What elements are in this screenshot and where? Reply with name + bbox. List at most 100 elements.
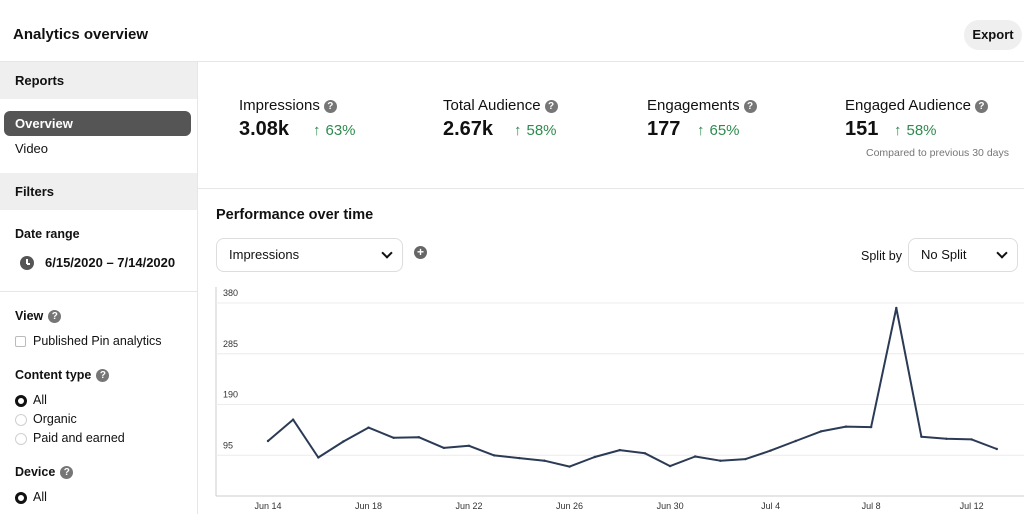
data-point (417, 436, 420, 439)
divider (0, 291, 197, 292)
content-type-label: Content type? (15, 368, 110, 383)
radio[interactable] (15, 414, 27, 426)
metric-change: ↑ 58% (894, 122, 937, 139)
data-point (719, 459, 722, 462)
section-title: Performance over time (216, 207, 374, 223)
metric-change-value: 65% (709, 122, 740, 139)
x-tick-label: Jul 4 (761, 501, 780, 511)
data-point (543, 459, 546, 462)
data-point (266, 439, 270, 443)
radio-label: Organic (33, 412, 77, 426)
data-point (869, 425, 873, 429)
metric-label-text: Engaged Audience (845, 97, 971, 114)
metric-label: Total Audience? (443, 97, 558, 114)
export-button[interactable]: Export (964, 20, 1022, 50)
metric-change-value: 58% (906, 122, 937, 139)
data-point (342, 440, 345, 443)
question-circle-icon[interactable]: ? (60, 466, 74, 480)
device-label-text: Device (15, 465, 56, 479)
radio-label: Paid and earned (33, 431, 125, 445)
metric-value: 3.08k (239, 118, 290, 140)
data-point (895, 306, 898, 310)
clock-icon (20, 256, 34, 270)
data-point (568, 465, 571, 468)
device-label: Device? (15, 465, 74, 480)
checkbox[interactable] (15, 336, 26, 347)
data-point (970, 438, 973, 441)
data-point (995, 447, 998, 451)
metric-label-text: Engagements (647, 97, 740, 114)
metric-change-value: 63% (325, 122, 356, 139)
data-point (668, 464, 672, 468)
radio[interactable] (15, 433, 27, 445)
split-select[interactable]: No Split (908, 238, 1018, 272)
date-range-label: Date range (15, 227, 80, 241)
x-tick-label: Jul 12 (960, 501, 984, 511)
y-tick-label: 285 (223, 339, 238, 349)
plus-circle-icon[interactable]: + (414, 246, 427, 259)
question-circle-icon[interactable]: ? (96, 369, 110, 383)
data-point (794, 439, 797, 443)
data-point (769, 449, 772, 452)
question-circle-icon[interactable]: ? (974, 100, 988, 113)
data-point (317, 456, 320, 459)
data-point (367, 426, 370, 429)
page-title: Analytics overview (13, 26, 149, 43)
radio-selected[interactable] (15, 395, 27, 407)
metric-impressions: Impressions? 3.08k ↑ 63% (239, 97, 356, 140)
data-point (844, 425, 848, 428)
x-tick-label: Jul 8 (862, 501, 881, 511)
question-circle-icon[interactable]: ? (544, 100, 558, 113)
data-point (518, 456, 521, 460)
divider (198, 188, 1024, 189)
y-tick-label: 190 (223, 390, 238, 400)
data-point (618, 448, 621, 452)
series-line (267, 307, 998, 468)
data-point (593, 455, 596, 459)
metric-label: Engagements? (647, 97, 757, 114)
radio-selected[interactable] (15, 492, 27, 504)
arrow-up-icon: ↑ (697, 122, 705, 139)
date-range-value: 6/15/2020 – 7/14/2020 (45, 255, 176, 270)
metric-value: 177 (647, 118, 681, 140)
view-label-text: View (15, 309, 44, 323)
split-by-label: Split by (861, 249, 902, 263)
metric-value: 2.67k (443, 118, 494, 140)
data-point (694, 455, 697, 458)
reports-heading: Reports (0, 62, 197, 99)
data-point (744, 457, 747, 461)
x-tick-label: Jun 18 (355, 501, 382, 511)
content-type-label-text: Content type (15, 368, 92, 382)
data-point (643, 452, 647, 455)
metric-value: 151 (845, 118, 879, 140)
question-circle-icon[interactable]: ? (743, 100, 757, 113)
metric-select[interactable]: Impressions (216, 238, 403, 272)
x-tick-label: Jun 26 (556, 501, 583, 511)
question-circle-icon[interactable]: ? (323, 100, 337, 113)
arrow-up-icon: ↑ (514, 122, 522, 139)
metric-label: Engaged Audience? (845, 97, 988, 114)
data-point (819, 430, 823, 433)
data-point (467, 444, 471, 447)
metric-change-value: 58% (526, 122, 557, 139)
metric-total-audience: Total Audience? 2.67k ↑ 58% (443, 97, 558, 140)
filters-heading: Filters (0, 173, 197, 210)
radio-label: All (33, 490, 47, 504)
question-circle-icon[interactable]: ? (48, 310, 62, 324)
split-select-value: No Split (921, 247, 967, 262)
x-tick-label: Jun 14 (254, 501, 281, 511)
metric-label: Impressions? (239, 97, 337, 114)
arrow-up-icon: ↑ (894, 122, 902, 139)
compare-note: Compared to previous 30 days (866, 147, 1009, 159)
data-point (945, 437, 948, 440)
metric-change: ↑ 58% (514, 122, 557, 139)
nav-item-video[interactable]: Video (15, 141, 49, 156)
metric-label-text: Total Audience (443, 97, 541, 114)
nav-item-overview[interactable]: Overview (4, 111, 191, 136)
x-tick-label: Jun 22 (456, 501, 483, 511)
radio-label: All (33, 393, 47, 407)
arrow-up-icon: ↑ (313, 122, 321, 139)
view-label: View? (15, 309, 62, 324)
data-point (493, 454, 496, 457)
